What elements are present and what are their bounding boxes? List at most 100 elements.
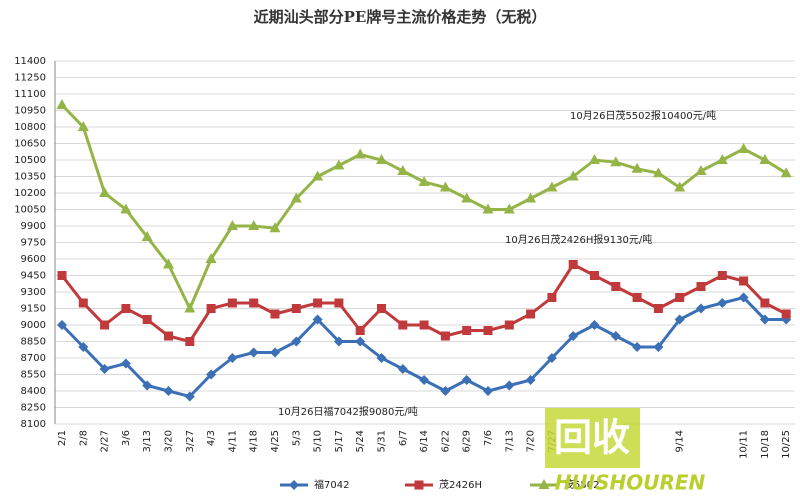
marker xyxy=(567,170,579,181)
marker xyxy=(354,148,366,159)
marker xyxy=(781,309,791,319)
marker xyxy=(78,342,89,352)
y-tick-label: 11400 xyxy=(14,56,46,67)
marker xyxy=(717,271,727,280)
x-tick-label: 4/25 xyxy=(270,430,281,452)
series-line xyxy=(60,103,787,313)
watermark: 回收 xyxy=(554,416,630,460)
marker xyxy=(163,386,174,396)
marker xyxy=(226,220,238,230)
marker xyxy=(398,320,408,330)
marker xyxy=(77,121,89,131)
y-tick-label: 9900 xyxy=(21,221,46,232)
marker xyxy=(163,258,174,269)
y-tick-label: 8400 xyxy=(21,386,46,397)
marker xyxy=(56,99,68,109)
marker xyxy=(568,331,579,341)
y-tick-label: 9450 xyxy=(21,271,46,282)
marker xyxy=(141,231,153,241)
x-tick-label: 7/13 xyxy=(504,430,515,452)
marker xyxy=(99,364,110,374)
x-tick-label: 5/24 xyxy=(355,430,366,452)
marker xyxy=(376,353,387,363)
marker xyxy=(376,154,387,164)
marker xyxy=(206,304,216,313)
annotation: 10月26日福7042报9080元/吨 xyxy=(278,405,418,418)
watermark-box xyxy=(545,408,640,468)
marker xyxy=(675,293,685,302)
marker xyxy=(142,380,153,391)
chart-title: 近期汕头部分PE牌号主流价格走势（无税） xyxy=(254,8,547,26)
watermark: HUISHOUREN xyxy=(555,471,706,495)
y-tick-label: 10500 xyxy=(14,155,46,166)
marker xyxy=(377,304,386,313)
x-tick-label: 7/20 xyxy=(526,430,537,452)
x-tick-label: 2/27 xyxy=(100,430,111,452)
marker xyxy=(227,298,237,308)
y-tick-label: 8250 xyxy=(21,403,46,414)
y-tick-label: 10800 xyxy=(14,122,46,133)
marker xyxy=(780,167,792,178)
marker xyxy=(717,298,728,308)
marker xyxy=(227,353,238,363)
marker xyxy=(461,192,473,203)
y-tick-label: 8100 xyxy=(21,419,46,430)
marker xyxy=(397,165,409,175)
y-tick-label: 10350 xyxy=(14,172,46,183)
marker xyxy=(546,181,558,192)
marker xyxy=(674,314,685,325)
marker xyxy=(632,342,643,352)
marker xyxy=(334,298,344,308)
marker xyxy=(503,203,515,214)
marker xyxy=(291,304,301,313)
legend-label: 茂2426H xyxy=(439,478,482,491)
marker xyxy=(716,154,728,164)
marker xyxy=(482,203,494,214)
x-tick-label: 4/3 xyxy=(206,430,217,446)
y-tick-label: 8850 xyxy=(21,337,46,348)
marker xyxy=(121,304,131,313)
x-tick-label: 6/29 xyxy=(462,430,473,452)
marker xyxy=(291,336,302,347)
legend-marker xyxy=(289,480,299,490)
marker xyxy=(355,336,366,347)
legend-label: 茂5502 xyxy=(564,478,599,491)
marker xyxy=(632,293,642,302)
x-tick-label: 3/27 xyxy=(185,430,196,452)
x-tick-label: 10/11 xyxy=(739,430,750,459)
marker xyxy=(440,386,451,396)
marker xyxy=(270,309,280,319)
marker xyxy=(206,369,217,380)
y-tick-label: 10650 xyxy=(14,139,46,150)
marker xyxy=(100,320,110,330)
marker xyxy=(248,347,259,358)
marker xyxy=(589,320,600,330)
x-tick-label: 9/14 xyxy=(675,430,686,452)
x-tick-label: 2/1 xyxy=(57,430,68,446)
marker xyxy=(653,304,663,313)
marker xyxy=(696,303,706,314)
y-tick-label: 9000 xyxy=(21,320,46,331)
x-tick-label: 4/18 xyxy=(249,430,260,452)
y-tick-label: 8550 xyxy=(21,370,46,381)
marker xyxy=(185,337,195,346)
x-tick-label: 3/20 xyxy=(164,430,175,452)
y-tick-label: 9150 xyxy=(21,304,46,315)
y-tick-label: 11250 xyxy=(14,73,46,84)
annotation: 10月26日茂5502报10400元/吨 xyxy=(570,109,716,122)
marker xyxy=(674,181,686,192)
marker xyxy=(525,192,537,203)
y-tick-label: 10050 xyxy=(14,205,46,216)
x-tick-label: 10/25 xyxy=(781,430,792,459)
y-tick-label: 10950 xyxy=(14,106,46,117)
x-tick-label: 5/3 xyxy=(291,430,302,446)
x-tick-label: 3/13 xyxy=(142,430,153,452)
x-tick-label: 3/6 xyxy=(121,430,132,446)
marker xyxy=(57,271,67,280)
marker xyxy=(589,154,600,164)
marker xyxy=(269,222,281,233)
marker xyxy=(419,375,430,385)
marker xyxy=(610,156,622,167)
marker xyxy=(355,326,365,335)
x-tick-label: 4/11 xyxy=(227,430,238,452)
